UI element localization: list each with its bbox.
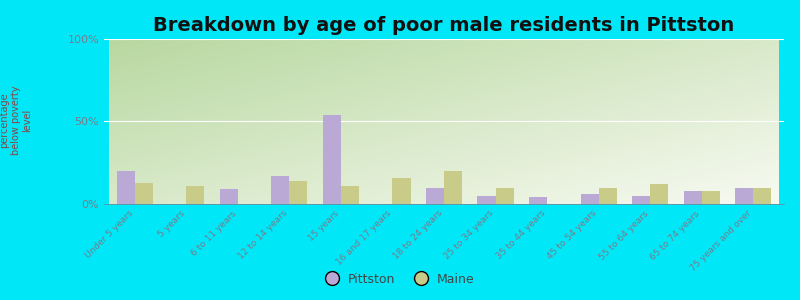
Bar [444, 171, 462, 204]
Bar [186, 186, 205, 204]
Bar [650, 184, 668, 204]
Bar [478, 196, 495, 204]
Bar [683, 191, 702, 204]
Bar [735, 188, 753, 204]
Bar [426, 188, 444, 204]
Bar [341, 186, 359, 204]
Text: percentage
below poverty
level: percentage below poverty level [0, 85, 33, 155]
Title: Breakdown by age of poor male residents in Pittston: Breakdown by age of poor male residents … [154, 16, 734, 35]
Bar [323, 115, 341, 204]
Bar [753, 188, 771, 204]
Bar [271, 176, 290, 204]
Bar [290, 181, 307, 204]
Bar [135, 182, 153, 204]
Bar [220, 189, 238, 204]
Bar [393, 178, 410, 204]
Legend: Pittston, Maine: Pittston, Maine [321, 268, 479, 291]
Bar [632, 196, 650, 204]
Bar [598, 188, 617, 204]
Bar [117, 171, 135, 204]
Bar [495, 188, 514, 204]
Bar [702, 191, 720, 204]
Bar [529, 197, 547, 204]
Bar [581, 194, 598, 204]
